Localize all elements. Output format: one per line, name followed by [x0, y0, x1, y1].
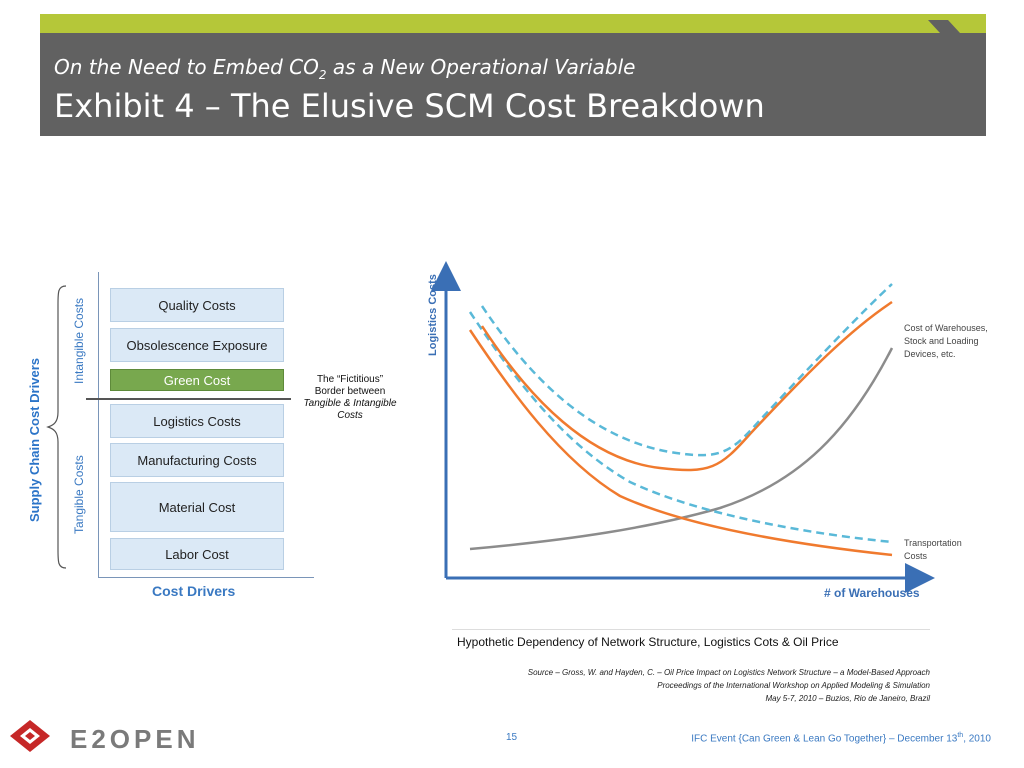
quality-costs-box: Quality Costs [110, 288, 284, 322]
source-line-2: Proceedings of the International Worksho… [657, 681, 930, 690]
transportation-cost-curve [468, 329, 893, 557]
warehouse-curve-label-2: Stock and Loading [904, 336, 979, 346]
left-brace-icon [46, 285, 67, 569]
slide-title: Exhibit 4 – The Elusive SCM Cost Breakdo… [54, 87, 765, 125]
manufacturing-costs-box: Manufacturing Costs [110, 443, 284, 477]
caption-divider [452, 629, 930, 630]
logistics-costs-box: Logistics Costs [110, 404, 284, 438]
chart-caption: Hypothetic Dependency of Network Structu… [457, 635, 839, 649]
svg-text:E2OPEN: E2OPEN [70, 724, 200, 754]
logistics-cost-chart: Logistics Costs # of Warehouses Cost of … [427, 261, 988, 600]
tangible-costs-label: Tangible Costs [72, 455, 86, 534]
warehouse-curve-label-1: Cost of Warehouses, [904, 323, 988, 333]
obsolescence-exposure-box: Obsolescence Exposure [110, 328, 284, 362]
cost-drivers-x-axis [98, 577, 314, 578]
e2open-logo-icon: E2OPEN [10, 720, 200, 754]
transportation-cost-oil-curve [468, 311, 893, 544]
fictitious-border-line [86, 398, 291, 400]
green-cost-box: Green Cost [110, 369, 284, 391]
page-number: 15 [506, 732, 518, 743]
chart-y-axis-label: Logistics Costs [427, 274, 439, 356]
top-accent-stripe [40, 14, 986, 33]
event-footer: IFC Event {Can Green & Lean Go Together}… [691, 732, 991, 745]
cost-drivers-y-axis [98, 272, 99, 578]
chart-x-axis-label: # of Warehouses [824, 586, 920, 600]
warehouse-cost-curve [469, 347, 894, 551]
fictitious-border-note: The “Fictitious” Border between Tangible… [303, 374, 397, 421]
material-cost-box: Material Cost [110, 482, 284, 532]
slide-subtitle: On the Need to Embed CO2 as a New Operat… [54, 55, 636, 82]
supply-chain-cost-drivers-label: Supply Chain Cost Drivers [27, 358, 42, 522]
transport-curve-label-1: Transportation [904, 538, 962, 548]
transport-curve-label-2: Costs [904, 551, 928, 561]
source-line-3: May 5-7, 2010 – Buzios, Rio de Janeiro, … [765, 694, 930, 703]
warehouse-curve-label-3: Devices, etc. [904, 349, 956, 359]
cost-drivers-axis-label: Cost Drivers [152, 583, 236, 599]
intangible-costs-label: Intangible Costs [72, 297, 86, 384]
total-cost-oil-curve [480, 283, 893, 457]
source-line-1: Source – Gross, W. and Hayden, C. – Oil … [527, 668, 930, 677]
slide-header: On the Need to Embed CO2 as a New Operat… [40, 33, 986, 136]
labor-cost-box: Labor Cost [110, 538, 284, 570]
total-cost-curve [480, 300, 893, 472]
